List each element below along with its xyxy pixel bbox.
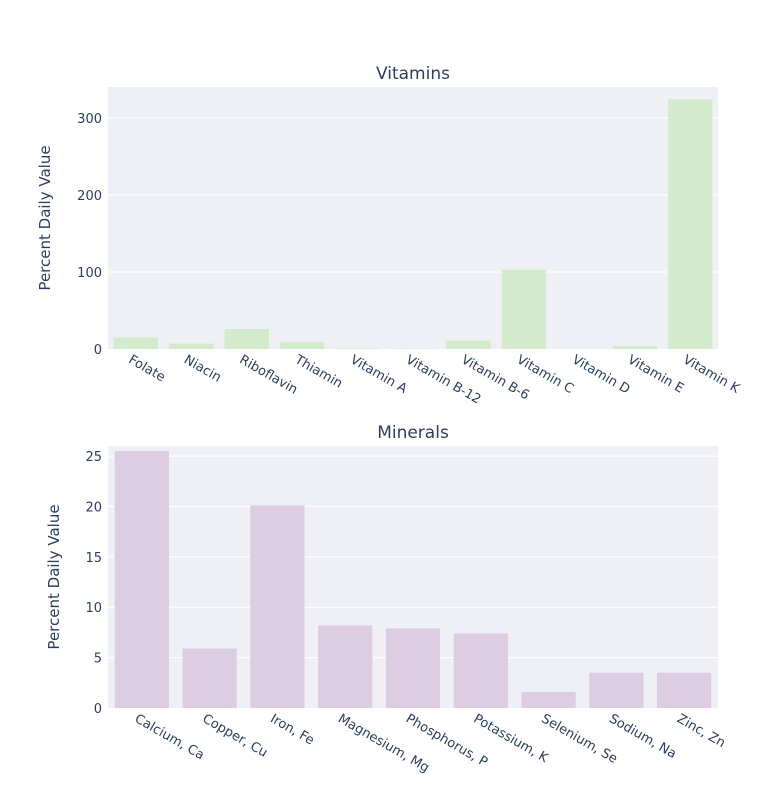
- mineral-y-tick-label: 10: [85, 601, 102, 616]
- mineral-x-tick-label: Calcium, Ca: [132, 711, 207, 763]
- vitamin-y-tick-label: 0: [94, 343, 102, 358]
- vitamin-bar: [279, 342, 325, 349]
- vitamin-bar: [501, 269, 547, 349]
- vitamin-bar: [113, 337, 158, 349]
- mineral-x-tick-label: Zinc, Zn: [674, 711, 728, 751]
- mineral-x-tick-label: Selenium, Se: [539, 711, 620, 767]
- vitamin-x-tick-label: Riboflavin: [237, 352, 300, 397]
- vitamin-bar: [169, 343, 214, 349]
- mineral-y-tick-label: 15: [85, 551, 102, 566]
- minerals-y-ticks: 0 5 10 15 20 25: [85, 450, 102, 717]
- vitamins-y-ticks: 0 100 200 300: [77, 112, 102, 358]
- vitamin-bar: [446, 340, 491, 349]
- mineral-bar: [589, 672, 644, 708]
- vitamin-x-tick-label: Vitamin K: [680, 352, 742, 396]
- vitamins-y-axis-label: Percent Daily Value: [36, 145, 54, 290]
- vitamin-bar: [335, 348, 380, 349]
- mineral-bar: [182, 648, 237, 708]
- mineral-bar: [250, 505, 305, 708]
- mineral-bar: [318, 625, 373, 708]
- mineral-x-tick-label: Copper, Cu: [200, 711, 270, 760]
- mineral-bar: [521, 691, 576, 708]
- mineral-bar: [453, 633, 508, 708]
- vitamin-bar: [224, 328, 269, 349]
- minerals-title: Minerals: [377, 423, 449, 443]
- mineral-bar: [657, 672, 712, 708]
- vitamin-y-tick-label: 100: [77, 266, 102, 281]
- mineral-bar: [114, 451, 169, 708]
- vitamin-y-tick-label: 200: [77, 189, 102, 204]
- vitamin-x-tick-label: Vitamin E: [625, 352, 686, 396]
- mineral-y-tick-label: 25: [85, 450, 102, 465]
- vitamins-gridlines: [108, 117, 718, 273]
- vitamin-y-tick-label: 300: [77, 112, 102, 127]
- vitamins-title: Vitamins: [376, 64, 450, 84]
- mineral-y-tick-label: 0: [94, 702, 102, 717]
- vitamin-x-tick-label: Vitamin A: [348, 352, 410, 396]
- minerals-bars: [114, 451, 712, 708]
- vitamins-plot-background: [108, 87, 718, 349]
- vitamin-x-tick-label: Folate: [126, 352, 168, 385]
- vitamin-bar: [612, 345, 657, 349]
- vitamin-x-tick-label: Niacin: [181, 352, 223, 385]
- mineral-y-tick-label: 5: [94, 652, 102, 667]
- vitamins-bars: [113, 99, 713, 350]
- vitamin-bar: [668, 99, 713, 350]
- mineral-x-tick-label: Iron, Fe: [267, 711, 316, 748]
- minerals-y-axis-label: Percent Daily Value: [45, 504, 63, 649]
- mineral-bar: [385, 628, 441, 708]
- mineral-y-tick-label: 20: [85, 500, 102, 515]
- vitamin-x-tick-label: Vitamin D: [569, 352, 632, 397]
